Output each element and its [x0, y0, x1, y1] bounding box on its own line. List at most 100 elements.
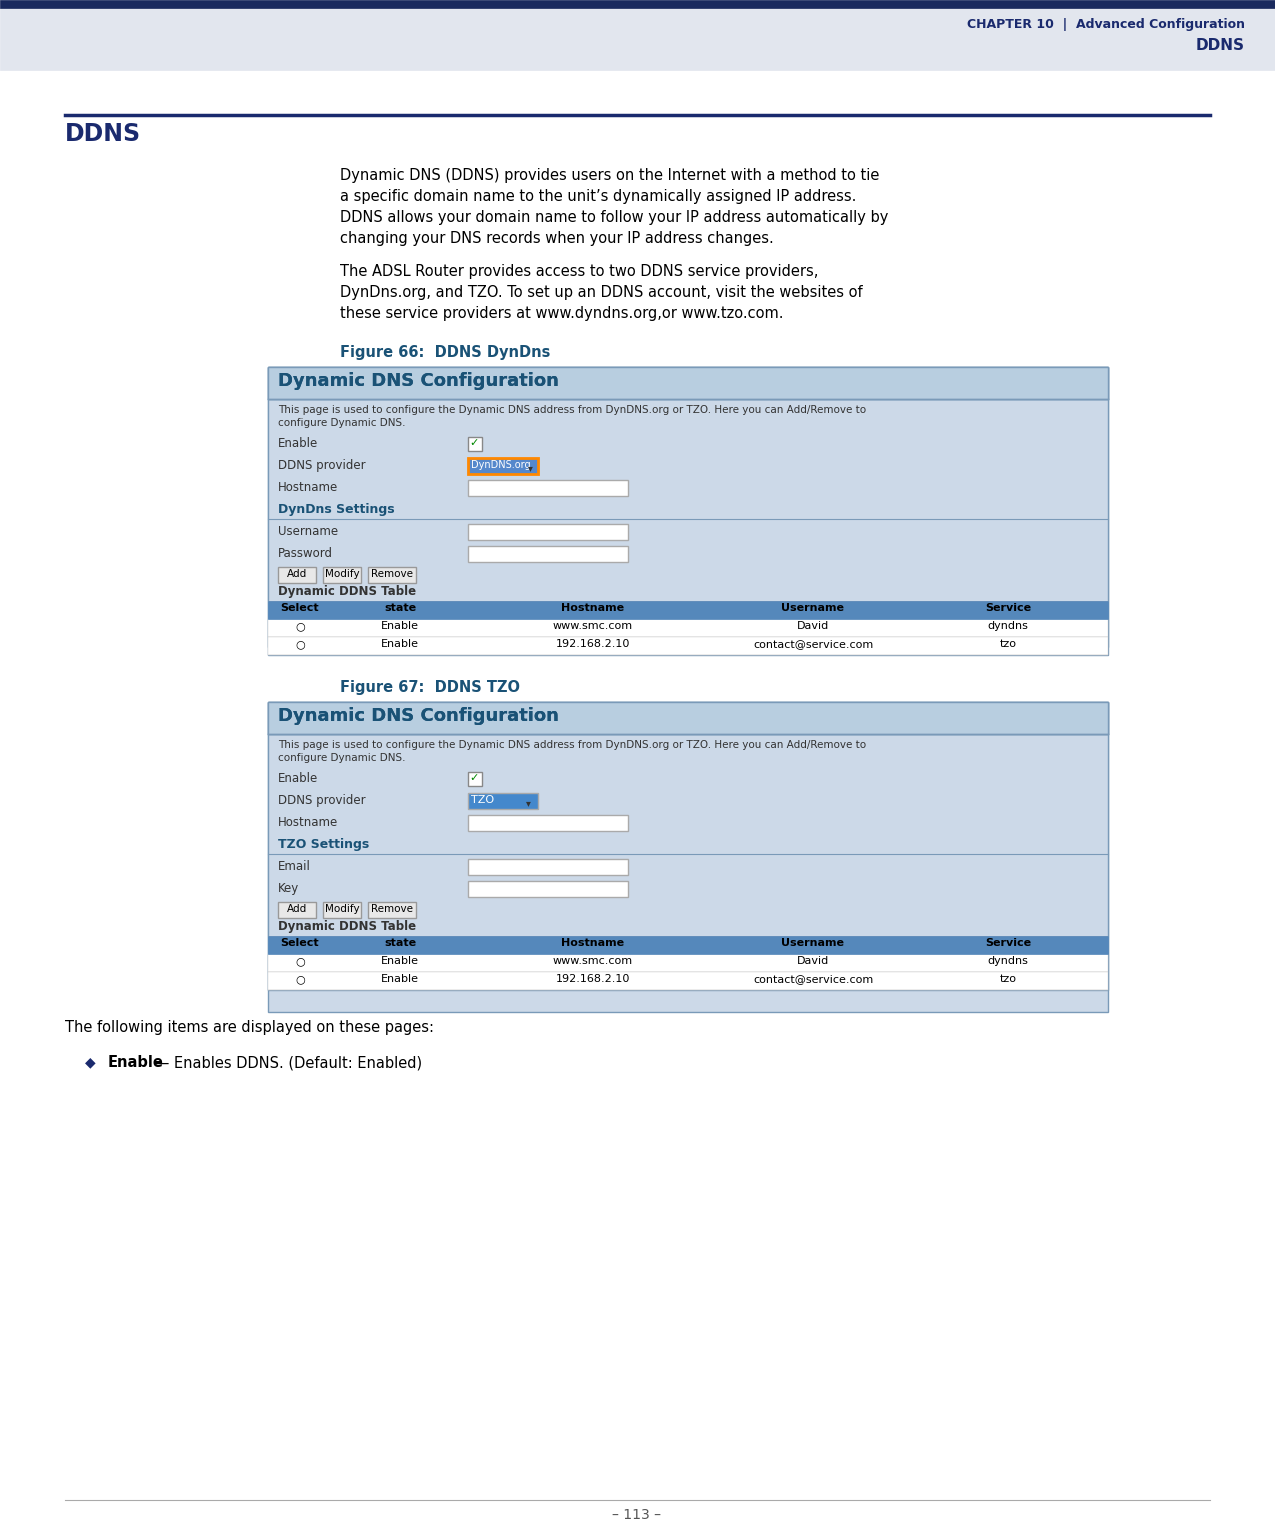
- Text: Hostname: Hostname: [561, 938, 625, 948]
- FancyBboxPatch shape: [468, 881, 629, 898]
- Text: ○: ○: [295, 974, 305, 984]
- Text: state: state: [384, 604, 416, 613]
- Text: Enable: Enable: [381, 639, 419, 650]
- FancyBboxPatch shape: [268, 368, 1108, 398]
- Text: Key: Key: [278, 882, 300, 895]
- FancyBboxPatch shape: [268, 368, 1108, 647]
- Text: This page is used to configure the Dynamic DNS address from DynDNS.org or TZO. H: This page is used to configure the Dynam…: [278, 404, 866, 415]
- FancyBboxPatch shape: [268, 637, 1108, 656]
- Text: Dynamic DDNS Table: Dynamic DDNS Table: [278, 921, 416, 933]
- Text: DynDns.org, and TZO. To set up an DDNS account, visit the websites of: DynDns.org, and TZO. To set up an DDNS a…: [340, 285, 863, 300]
- Text: DDNS provider: DDNS provider: [278, 460, 366, 472]
- Text: 192.168.2.10: 192.168.2.10: [556, 974, 630, 984]
- Text: CHAPTER 10  |  Advanced Configuration: CHAPTER 10 | Advanced Configuration: [966, 18, 1244, 31]
- Text: Dynamic DNS Configuration: Dynamic DNS Configuration: [278, 372, 558, 391]
- Text: Remove: Remove: [371, 904, 413, 915]
- Text: contact@service.com: contact@service.com: [752, 639, 873, 650]
- Text: Select: Select: [280, 938, 319, 948]
- Text: David: David: [797, 956, 829, 967]
- FancyBboxPatch shape: [268, 702, 1108, 990]
- Text: Service: Service: [984, 604, 1031, 613]
- Text: Dynamic DNS (DDNS) provides users on the Internet with a method to tie: Dynamic DNS (DDNS) provides users on the…: [340, 169, 880, 182]
- Text: DDNS allows your domain name to follow your IP address automatically by: DDNS allows your domain name to follow y…: [340, 210, 889, 225]
- Text: ○: ○: [295, 956, 305, 967]
- FancyBboxPatch shape: [468, 524, 629, 539]
- Text: DynDns Settings: DynDns Settings: [278, 502, 395, 516]
- Text: ○: ○: [295, 620, 305, 631]
- FancyBboxPatch shape: [268, 702, 1108, 1013]
- Text: Username: Username: [278, 525, 338, 538]
- Text: Figure 67:  DDNS TZO: Figure 67: DDNS TZO: [340, 680, 520, 696]
- FancyBboxPatch shape: [468, 794, 538, 809]
- FancyBboxPatch shape: [0, 8, 1275, 70]
- Text: ○: ○: [295, 639, 305, 650]
- Text: Dynamic DNS Configuration: Dynamic DNS Configuration: [278, 372, 558, 391]
- FancyBboxPatch shape: [323, 567, 361, 584]
- FancyBboxPatch shape: [368, 902, 416, 918]
- Text: ▾: ▾: [527, 798, 530, 807]
- Text: The following items are displayed on these pages:: The following items are displayed on the…: [65, 1020, 434, 1036]
- Text: Add: Add: [287, 904, 307, 915]
- Text: Select: Select: [280, 604, 319, 613]
- FancyBboxPatch shape: [468, 545, 629, 562]
- Text: Modify: Modify: [325, 904, 360, 915]
- Text: dyndns: dyndns: [988, 956, 1029, 967]
- Text: ✓: ✓: [469, 438, 478, 447]
- Text: changing your DNS records when your IP address changes.: changing your DNS records when your IP a…: [340, 231, 774, 247]
- Text: Figure 66:  DDNS DynDns: Figure 66: DDNS DynDns: [340, 345, 551, 360]
- Text: – 113 –: – 113 –: [612, 1507, 662, 1521]
- Text: DDNS provider: DDNS provider: [278, 794, 366, 807]
- Text: Enable: Enable: [108, 1056, 164, 1069]
- Text: Modify: Modify: [325, 568, 360, 579]
- Text: DynDNS.org: DynDNS.org: [470, 460, 530, 470]
- FancyBboxPatch shape: [268, 936, 1108, 954]
- Text: This page is used to configure the Dynamic DNS address from DynDNS.org or TZO. H: This page is used to configure the Dynam…: [278, 740, 866, 751]
- Text: Enable: Enable: [278, 437, 319, 450]
- Text: dyndns: dyndns: [988, 620, 1029, 631]
- Text: Hostname: Hostname: [278, 817, 338, 829]
- Text: Enable: Enable: [381, 956, 419, 967]
- Text: these service providers at www.dyndns.org,or www.tzo.com.: these service providers at www.dyndns.or…: [340, 306, 784, 322]
- Text: tzo: tzo: [1000, 974, 1016, 984]
- FancyBboxPatch shape: [0, 0, 1275, 8]
- FancyBboxPatch shape: [268, 601, 1108, 619]
- Text: Password: Password: [278, 547, 333, 561]
- Text: contact@service.com: contact@service.com: [752, 974, 873, 984]
- FancyBboxPatch shape: [368, 567, 416, 584]
- FancyBboxPatch shape: [468, 815, 629, 830]
- Text: Remove: Remove: [371, 568, 413, 579]
- Text: state: state: [384, 938, 416, 948]
- Text: ▾: ▾: [528, 463, 533, 473]
- Text: 192.168.2.10: 192.168.2.10: [556, 639, 630, 650]
- Text: DDNS: DDNS: [65, 123, 142, 146]
- FancyBboxPatch shape: [278, 902, 316, 918]
- FancyBboxPatch shape: [268, 368, 1108, 398]
- FancyBboxPatch shape: [468, 480, 629, 496]
- Text: a specific domain name to the unit’s dynamically assigned IP address.: a specific domain name to the unit’s dyn…: [340, 188, 857, 204]
- Text: Add: Add: [287, 568, 307, 579]
- Text: Email: Email: [278, 859, 311, 873]
- Text: — Enables DDNS. (Default: Enabled): — Enables DDNS. (Default: Enabled): [150, 1056, 422, 1069]
- FancyBboxPatch shape: [268, 702, 1108, 734]
- FancyBboxPatch shape: [468, 772, 482, 786]
- FancyBboxPatch shape: [468, 859, 629, 875]
- Text: tzo: tzo: [1000, 639, 1016, 650]
- Text: configure Dynamic DNS.: configure Dynamic DNS.: [278, 754, 405, 763]
- Text: Dynamic DNS Configuration: Dynamic DNS Configuration: [278, 706, 558, 725]
- Text: Enable: Enable: [381, 620, 419, 631]
- Text: www.smc.com: www.smc.com: [553, 620, 634, 631]
- Text: configure Dynamic DNS.: configure Dynamic DNS.: [278, 418, 405, 427]
- Text: ✓: ✓: [469, 774, 478, 783]
- FancyBboxPatch shape: [268, 702, 1108, 734]
- Text: www.smc.com: www.smc.com: [553, 956, 634, 967]
- FancyBboxPatch shape: [278, 567, 316, 584]
- FancyBboxPatch shape: [268, 368, 1108, 656]
- Text: Dynamic DDNS Table: Dynamic DDNS Table: [278, 585, 416, 597]
- FancyBboxPatch shape: [268, 619, 1108, 637]
- Text: ◆: ◆: [85, 1056, 96, 1069]
- Text: Hostname: Hostname: [278, 481, 338, 493]
- Text: DDNS: DDNS: [1196, 38, 1244, 54]
- Text: TZO: TZO: [470, 795, 495, 804]
- FancyBboxPatch shape: [268, 971, 1108, 990]
- Text: The ADSL Router provides access to two DDNS service providers,: The ADSL Router provides access to two D…: [340, 264, 819, 279]
